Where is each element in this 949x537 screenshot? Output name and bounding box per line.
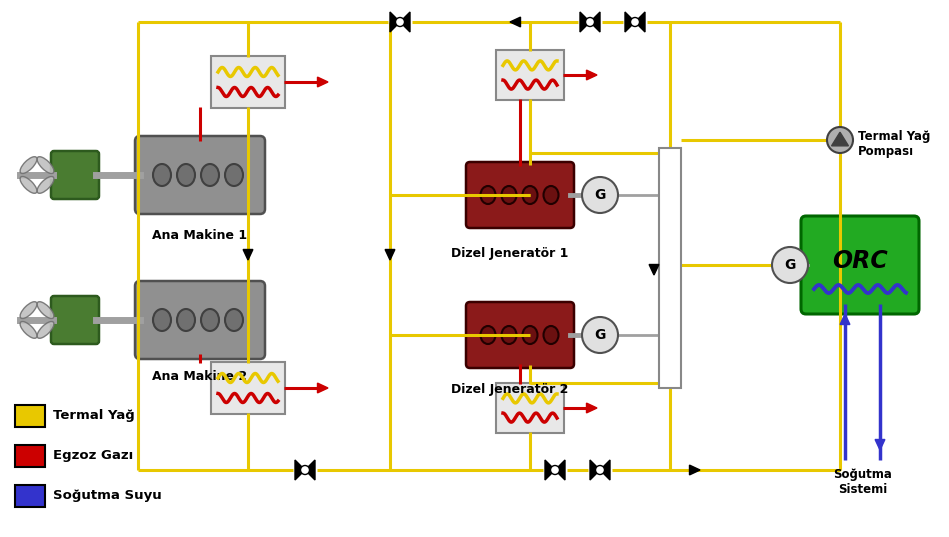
Circle shape xyxy=(630,18,640,26)
Text: G: G xyxy=(784,258,795,272)
Polygon shape xyxy=(243,250,252,260)
Ellipse shape xyxy=(523,186,537,204)
Text: Ana Makine 2: Ana Makine 2 xyxy=(153,370,248,383)
Polygon shape xyxy=(875,439,884,450)
Ellipse shape xyxy=(501,326,516,344)
Polygon shape xyxy=(305,460,315,480)
Ellipse shape xyxy=(544,186,559,204)
Ellipse shape xyxy=(37,157,54,173)
Polygon shape xyxy=(318,77,328,87)
Bar xyxy=(15,485,45,507)
Polygon shape xyxy=(690,465,700,475)
Text: Soğutma
Sistemi: Soğutma Sistemi xyxy=(833,468,892,496)
Circle shape xyxy=(827,127,853,153)
Polygon shape xyxy=(555,460,565,480)
Ellipse shape xyxy=(523,326,537,344)
Circle shape xyxy=(772,247,808,283)
FancyBboxPatch shape xyxy=(51,151,99,199)
FancyBboxPatch shape xyxy=(466,162,574,228)
FancyBboxPatch shape xyxy=(211,56,285,108)
Circle shape xyxy=(596,466,605,475)
Ellipse shape xyxy=(20,177,37,193)
Ellipse shape xyxy=(501,186,516,204)
FancyBboxPatch shape xyxy=(466,302,574,368)
Polygon shape xyxy=(385,250,395,260)
Polygon shape xyxy=(510,17,520,27)
Polygon shape xyxy=(545,460,555,480)
Polygon shape xyxy=(295,460,305,480)
Polygon shape xyxy=(635,12,645,32)
Ellipse shape xyxy=(20,322,37,338)
Circle shape xyxy=(582,317,618,353)
Circle shape xyxy=(550,466,560,475)
Ellipse shape xyxy=(20,302,37,318)
Polygon shape xyxy=(600,460,610,480)
Text: Termal Yağ: Termal Yağ xyxy=(53,410,135,423)
Polygon shape xyxy=(649,265,659,275)
Polygon shape xyxy=(590,460,600,480)
Text: Egzoz Gazı: Egzoz Gazı xyxy=(53,449,133,462)
Polygon shape xyxy=(390,12,400,32)
Polygon shape xyxy=(586,403,597,413)
FancyBboxPatch shape xyxy=(496,50,564,100)
Polygon shape xyxy=(625,12,635,32)
Bar xyxy=(15,445,45,467)
Ellipse shape xyxy=(37,177,54,193)
Ellipse shape xyxy=(225,309,243,331)
Polygon shape xyxy=(580,12,590,32)
Bar xyxy=(659,148,681,388)
Polygon shape xyxy=(840,314,850,324)
Ellipse shape xyxy=(225,164,243,186)
Text: Dizel Jeneratör 2: Dizel Jeneratör 2 xyxy=(452,383,568,396)
Text: Dizel Jeneratör 1: Dizel Jeneratör 1 xyxy=(452,247,568,260)
Ellipse shape xyxy=(37,322,54,338)
Text: G: G xyxy=(594,188,605,202)
Ellipse shape xyxy=(201,164,219,186)
Polygon shape xyxy=(590,12,600,32)
FancyBboxPatch shape xyxy=(135,281,265,359)
FancyBboxPatch shape xyxy=(51,296,99,344)
Ellipse shape xyxy=(153,164,171,186)
Circle shape xyxy=(396,18,404,26)
Ellipse shape xyxy=(480,326,495,344)
FancyBboxPatch shape xyxy=(801,216,919,314)
Text: G: G xyxy=(594,328,605,342)
Ellipse shape xyxy=(480,186,495,204)
Ellipse shape xyxy=(37,302,54,318)
Ellipse shape xyxy=(153,309,171,331)
Polygon shape xyxy=(318,383,328,393)
Polygon shape xyxy=(586,70,597,80)
Ellipse shape xyxy=(20,157,37,173)
Bar xyxy=(15,405,45,427)
Ellipse shape xyxy=(201,309,219,331)
Text: Termal Yağ
Pompası: Termal Yağ Pompası xyxy=(858,130,930,158)
Polygon shape xyxy=(831,132,848,146)
FancyBboxPatch shape xyxy=(211,362,285,414)
FancyBboxPatch shape xyxy=(496,383,564,433)
Circle shape xyxy=(301,466,309,475)
Text: Soğutma Suyu: Soğutma Suyu xyxy=(53,490,161,503)
Text: ORC: ORC xyxy=(832,249,888,273)
FancyBboxPatch shape xyxy=(135,136,265,214)
Polygon shape xyxy=(400,12,410,32)
Ellipse shape xyxy=(544,326,559,344)
Circle shape xyxy=(586,18,594,26)
Ellipse shape xyxy=(177,164,195,186)
Text: Ana Makine 1: Ana Makine 1 xyxy=(153,229,248,242)
Ellipse shape xyxy=(177,309,195,331)
Circle shape xyxy=(582,177,618,213)
